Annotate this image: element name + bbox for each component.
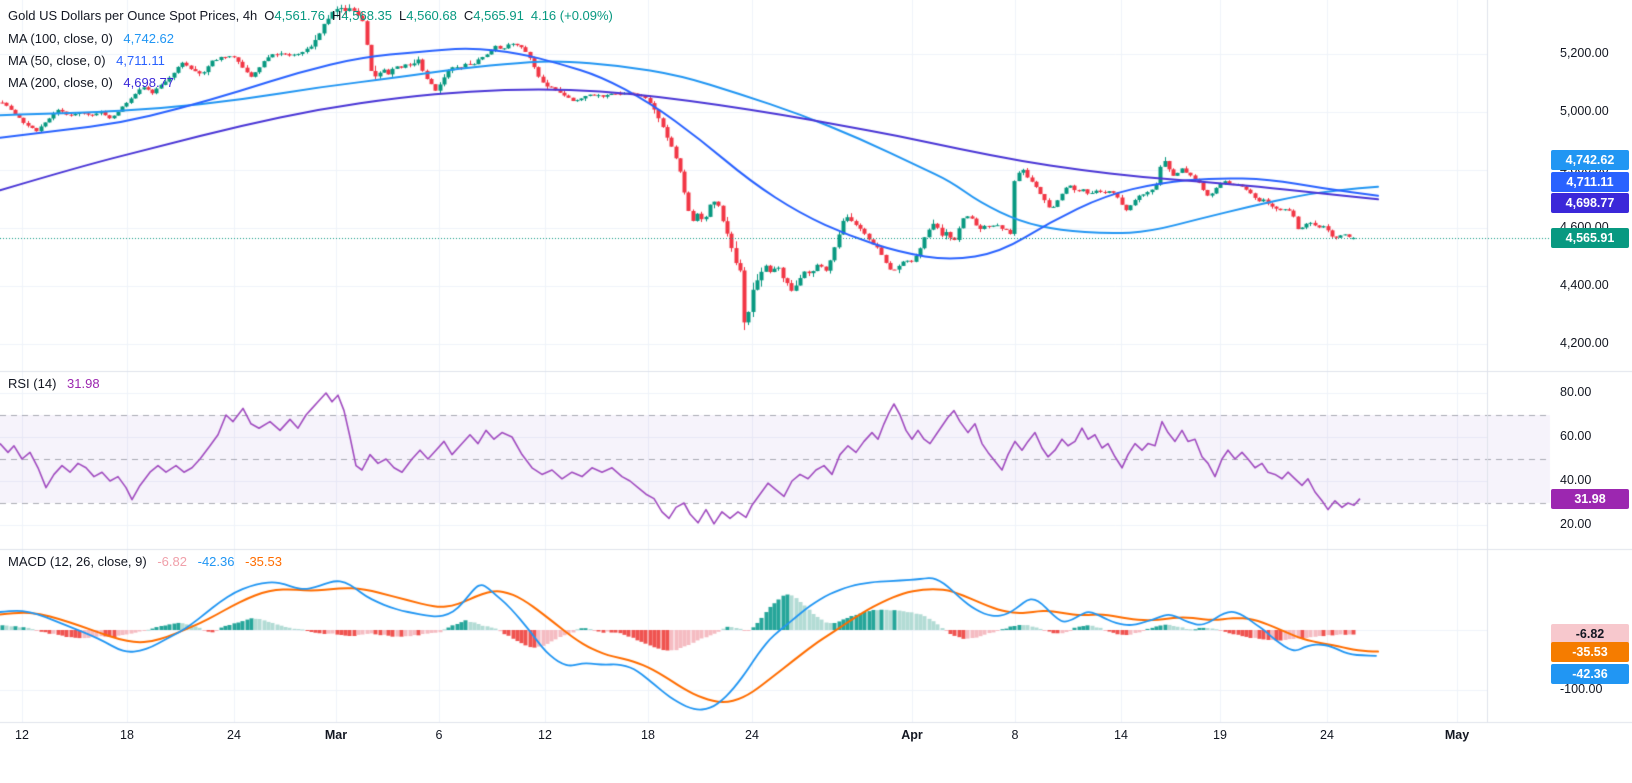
- symbol-legend[interactable]: Gold US Dollars per Ounce Spot Prices, 4…: [8, 8, 613, 23]
- ma50-value: 4,711.11: [116, 53, 165, 68]
- rsi-legend[interactable]: RSI (14) 31.98: [8, 376, 100, 391]
- rsi-value: 31.98: [67, 376, 100, 391]
- macd-line-value: -42.36: [197, 554, 235, 569]
- ma200-value: 4,698.77: [123, 75, 175, 90]
- high-value: 4,568.35: [341, 8, 393, 23]
- macd-legend[interactable]: MACD (12, 26, close, 9) -6.82 -42.36 -35…: [8, 554, 282, 569]
- close-value: 4,565.91: [473, 8, 524, 23]
- change-value: 4.16 (+0.09%): [530, 8, 613, 23]
- ma50-legend[interactable]: MA (50, close, 0) 4,711.11: [8, 53, 165, 68]
- macd-hist-value: -6.82: [157, 554, 187, 569]
- ma200-legend[interactable]: MA (200, close, 0) 4,698.77: [8, 75, 174, 90]
- close-label: C: [463, 8, 474, 23]
- high-label: H: [332, 8, 342, 23]
- ma100-legend[interactable]: MA (100, close, 0) 4,742.62: [8, 31, 174, 46]
- ma100-label: MA (100, close, 0): [8, 31, 113, 46]
- low-value: 4,560.68: [406, 8, 457, 23]
- ma200-label: MA (200, close, 0): [8, 75, 113, 90]
- ma100-value: 4,742.62: [123, 31, 175, 46]
- ma50-label: MA (50, close, 0): [8, 53, 106, 68]
- symbol-title: Gold US Dollars per Ounce Spot Prices, 4…: [8, 8, 258, 23]
- open-value: 4,561.76: [274, 8, 326, 23]
- time-scale[interactable]: [0, 723, 1632, 783]
- rsi-label: RSI (14): [8, 376, 57, 391]
- macd-signal-value: -35.53: [245, 554, 282, 569]
- macd-label: MACD (12, 26, close, 9): [8, 554, 147, 569]
- low-label: L: [399, 8, 407, 23]
- open-label: O: [264, 8, 275, 23]
- price-scale[interactable]: [1488, 0, 1632, 722]
